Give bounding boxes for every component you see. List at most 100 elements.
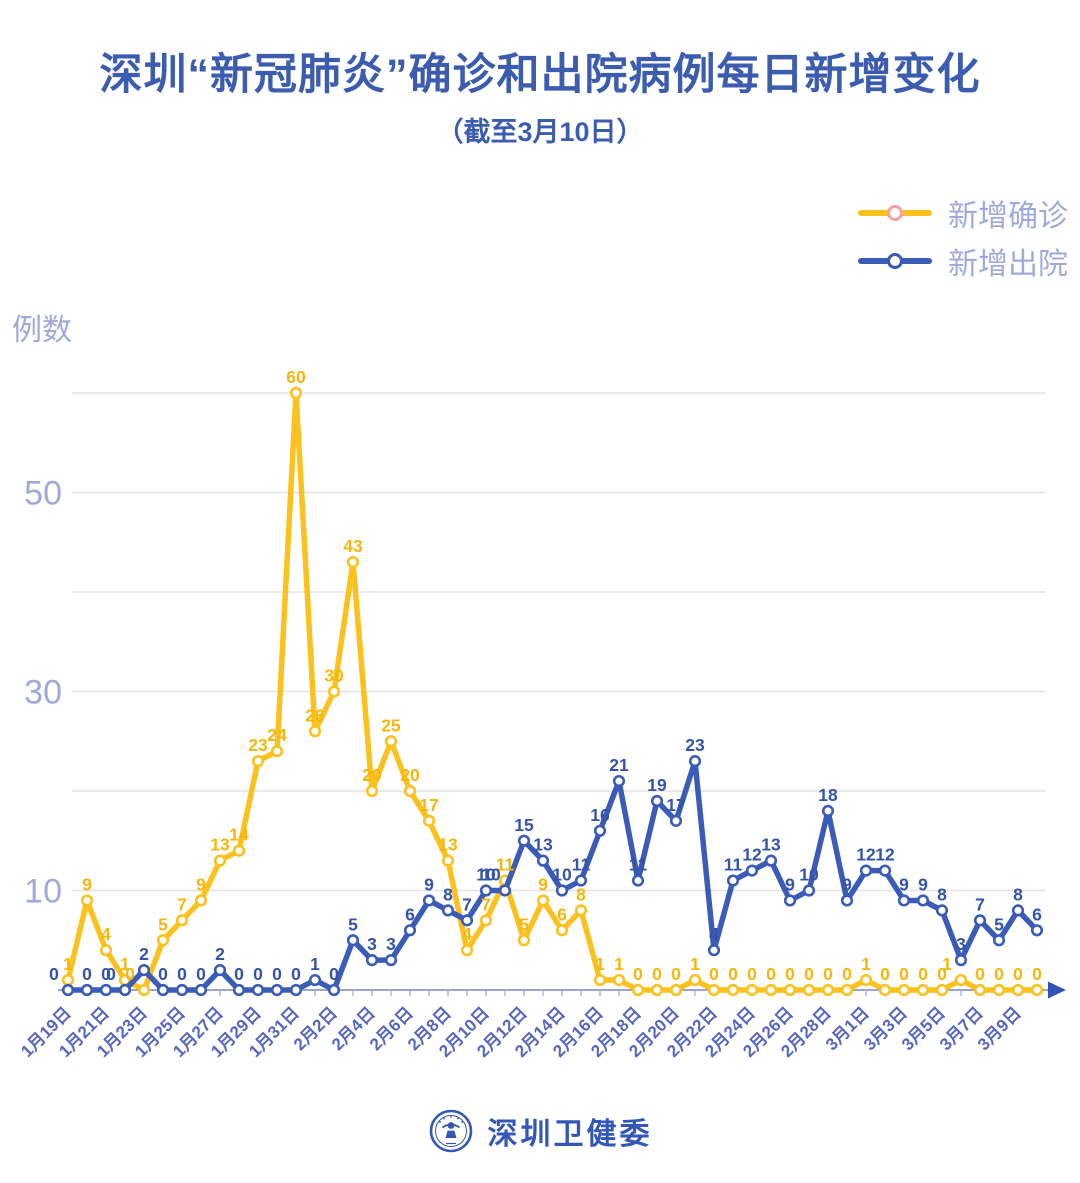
point-marker-discharged	[897, 894, 911, 907]
point-marker-discharged	[80, 983, 94, 997]
point-label-confirmed: 0	[918, 964, 928, 984]
legend-item-discharged: 新增出院	[858, 244, 1068, 281]
point-label-discharged: 23	[685, 735, 705, 755]
point-label-confirmed: 43	[343, 536, 363, 556]
point-marker-discharged	[289, 983, 303, 997]
point-label-discharged: 0	[272, 964, 282, 984]
point-marker-discharged	[935, 904, 949, 917]
point-label-discharged: 9	[899, 874, 909, 894]
point-marker-confirmed	[631, 983, 645, 997]
point-marker-confirmed	[403, 784, 417, 798]
point-label-discharged: 3	[956, 934, 966, 954]
point-marker-confirmed	[935, 983, 949, 997]
point-label-confirmed: 0	[125, 964, 135, 984]
point-marker-confirmed	[593, 973, 607, 987]
point-marker-discharged	[878, 864, 892, 877]
point-label-confirmed: 9	[538, 874, 548, 894]
point-label-confirmed: 1	[614, 954, 624, 974]
point-marker-confirmed	[308, 725, 322, 738]
point-label-discharged: 19	[647, 775, 667, 795]
point-label-discharged: 5	[348, 914, 358, 934]
point-marker-confirmed	[232, 844, 246, 857]
point-marker-confirmed	[726, 983, 740, 997]
point-marker-confirmed	[270, 745, 284, 758]
point-marker-confirmed	[289, 386, 303, 400]
point-marker-confirmed	[840, 983, 854, 997]
point-label-confirmed: 11	[496, 855, 515, 875]
point-marker-confirmed	[612, 973, 626, 987]
point-label-discharged: 9	[424, 874, 434, 894]
point-label-discharged: 0	[291, 964, 301, 984]
point-label-confirmed: 0	[899, 964, 909, 984]
point-marker-discharged	[156, 983, 170, 997]
point-label-discharged: 10	[481, 865, 501, 885]
point-label-discharged: 11	[629, 855, 648, 875]
point-marker-confirmed	[821, 983, 835, 997]
point-marker-discharged	[61, 983, 75, 997]
point-marker-confirmed	[669, 983, 683, 997]
point-label-confirmed: 0	[766, 964, 776, 984]
point-label-confirmed: 1	[942, 954, 952, 974]
point-marker-confirmed	[384, 735, 398, 748]
point-label-discharged: 3	[367, 934, 377, 954]
brand-name: 深圳卫健委	[487, 1118, 653, 1151]
y-tick-label: 10	[24, 873, 62, 911]
point-marker-discharged	[1011, 904, 1025, 917]
point-label-confirmed: 0	[747, 964, 757, 984]
x-tick-label: 3月9日	[974, 1003, 1025, 1054]
point-marker-discharged	[764, 854, 778, 867]
point-label-confirmed: 7	[177, 894, 187, 914]
point-marker-confirmed	[916, 983, 930, 997]
point-marker-discharged	[1030, 924, 1044, 937]
point-label-discharged: 0	[234, 964, 244, 984]
point-label-discharged: 7	[975, 894, 985, 914]
point-marker-discharged	[441, 904, 455, 917]
point-marker-discharged	[840, 894, 854, 907]
point-marker-discharged	[118, 983, 132, 997]
point-marker-discharged	[479, 884, 493, 897]
point-label-discharged: 3	[386, 934, 396, 954]
point-marker-confirmed	[1030, 983, 1044, 997]
page-title: 深圳“新冠肺炎”确诊和出院病例每日新增变化	[99, 51, 981, 99]
point-marker-confirmed	[61, 973, 75, 987]
confirmed-line-swatch-icon	[858, 205, 932, 221]
point-marker-discharged	[669, 814, 683, 827]
point-label-confirmed: 0	[937, 964, 947, 984]
point-marker-discharged	[327, 983, 341, 997]
point-marker-confirmed	[327, 685, 341, 698]
point-marker-discharged	[384, 954, 398, 967]
point-label-discharged: 0	[196, 964, 206, 984]
point-marker-discharged	[973, 914, 987, 927]
point-marker-discharged	[498, 884, 512, 897]
point-marker-confirmed	[555, 924, 569, 937]
point-label-discharged: 13	[761, 835, 781, 855]
point-label-confirmed: 20	[362, 765, 382, 785]
point-marker-discharged	[745, 864, 759, 877]
point-marker-confirmed	[99, 944, 113, 957]
confirmed-marker-icon	[887, 205, 903, 221]
point-label-confirmed: 0	[804, 964, 814, 984]
point-marker-confirmed	[897, 983, 911, 997]
point-label-discharged: 0	[329, 964, 339, 984]
point-marker-discharged	[308, 973, 322, 987]
point-label-discharged: 18	[818, 785, 838, 805]
point-marker-confirmed	[441, 854, 455, 867]
page-subtitle: （截至3月10日）	[436, 117, 644, 147]
point-marker-confirmed	[194, 894, 208, 907]
point-label-confirmed: 4	[101, 924, 111, 944]
point-marker-confirmed	[137, 983, 151, 997]
point-label-discharged: 6	[1032, 904, 1042, 924]
point-label-discharged: 12	[875, 845, 895, 865]
point-marker-discharged	[707, 944, 721, 957]
point-label-confirmed: 0	[652, 964, 662, 984]
point-label-confirmed: 0	[1013, 964, 1023, 984]
y-tick-label: 50	[24, 475, 62, 513]
point-label-discharged: 4	[709, 924, 719, 944]
y-tick-label: 30	[24, 674, 62, 712]
point-marker-confirmed	[783, 983, 797, 997]
point-label-discharged: 0	[49, 964, 59, 984]
point-marker-discharged	[650, 794, 664, 808]
point-label-confirmed: 1	[690, 954, 700, 974]
point-marker-confirmed	[992, 983, 1006, 997]
point-marker-discharged	[726, 874, 740, 887]
